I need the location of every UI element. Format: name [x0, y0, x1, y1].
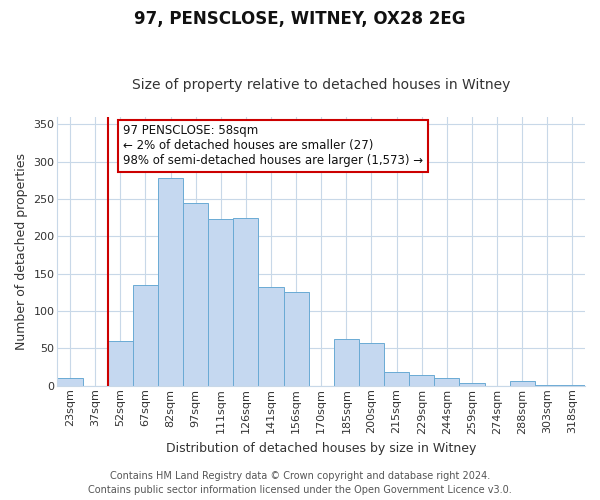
Bar: [409, 374, 434, 386]
Bar: [560, 385, 585, 386]
Bar: [359, 343, 384, 386]
Bar: [284, 292, 308, 386]
Bar: [183, 202, 208, 386]
Bar: [460, 383, 485, 386]
Y-axis label: Number of detached properties: Number of detached properties: [15, 153, 28, 350]
Bar: [535, 385, 560, 386]
X-axis label: Distribution of detached houses by size in Witney: Distribution of detached houses by size …: [166, 442, 476, 455]
Bar: [334, 340, 359, 386]
Bar: [58, 378, 83, 386]
Bar: [434, 378, 460, 386]
Bar: [259, 287, 284, 386]
Bar: [208, 219, 233, 386]
Bar: [509, 382, 535, 386]
Text: 97 PENSCLOSE: 58sqm
← 2% of detached houses are smaller (27)
98% of semi-detache: 97 PENSCLOSE: 58sqm ← 2% of detached hou…: [123, 124, 423, 167]
Bar: [133, 285, 158, 386]
Bar: [384, 372, 409, 386]
Text: 97, PENSCLOSE, WITNEY, OX28 2EG: 97, PENSCLOSE, WITNEY, OX28 2EG: [134, 10, 466, 28]
Bar: [158, 178, 183, 386]
Title: Size of property relative to detached houses in Witney: Size of property relative to detached ho…: [132, 78, 511, 92]
Text: Contains HM Land Registry data © Crown copyright and database right 2024.
Contai: Contains HM Land Registry data © Crown c…: [88, 471, 512, 495]
Bar: [108, 341, 133, 386]
Bar: [233, 218, 259, 386]
